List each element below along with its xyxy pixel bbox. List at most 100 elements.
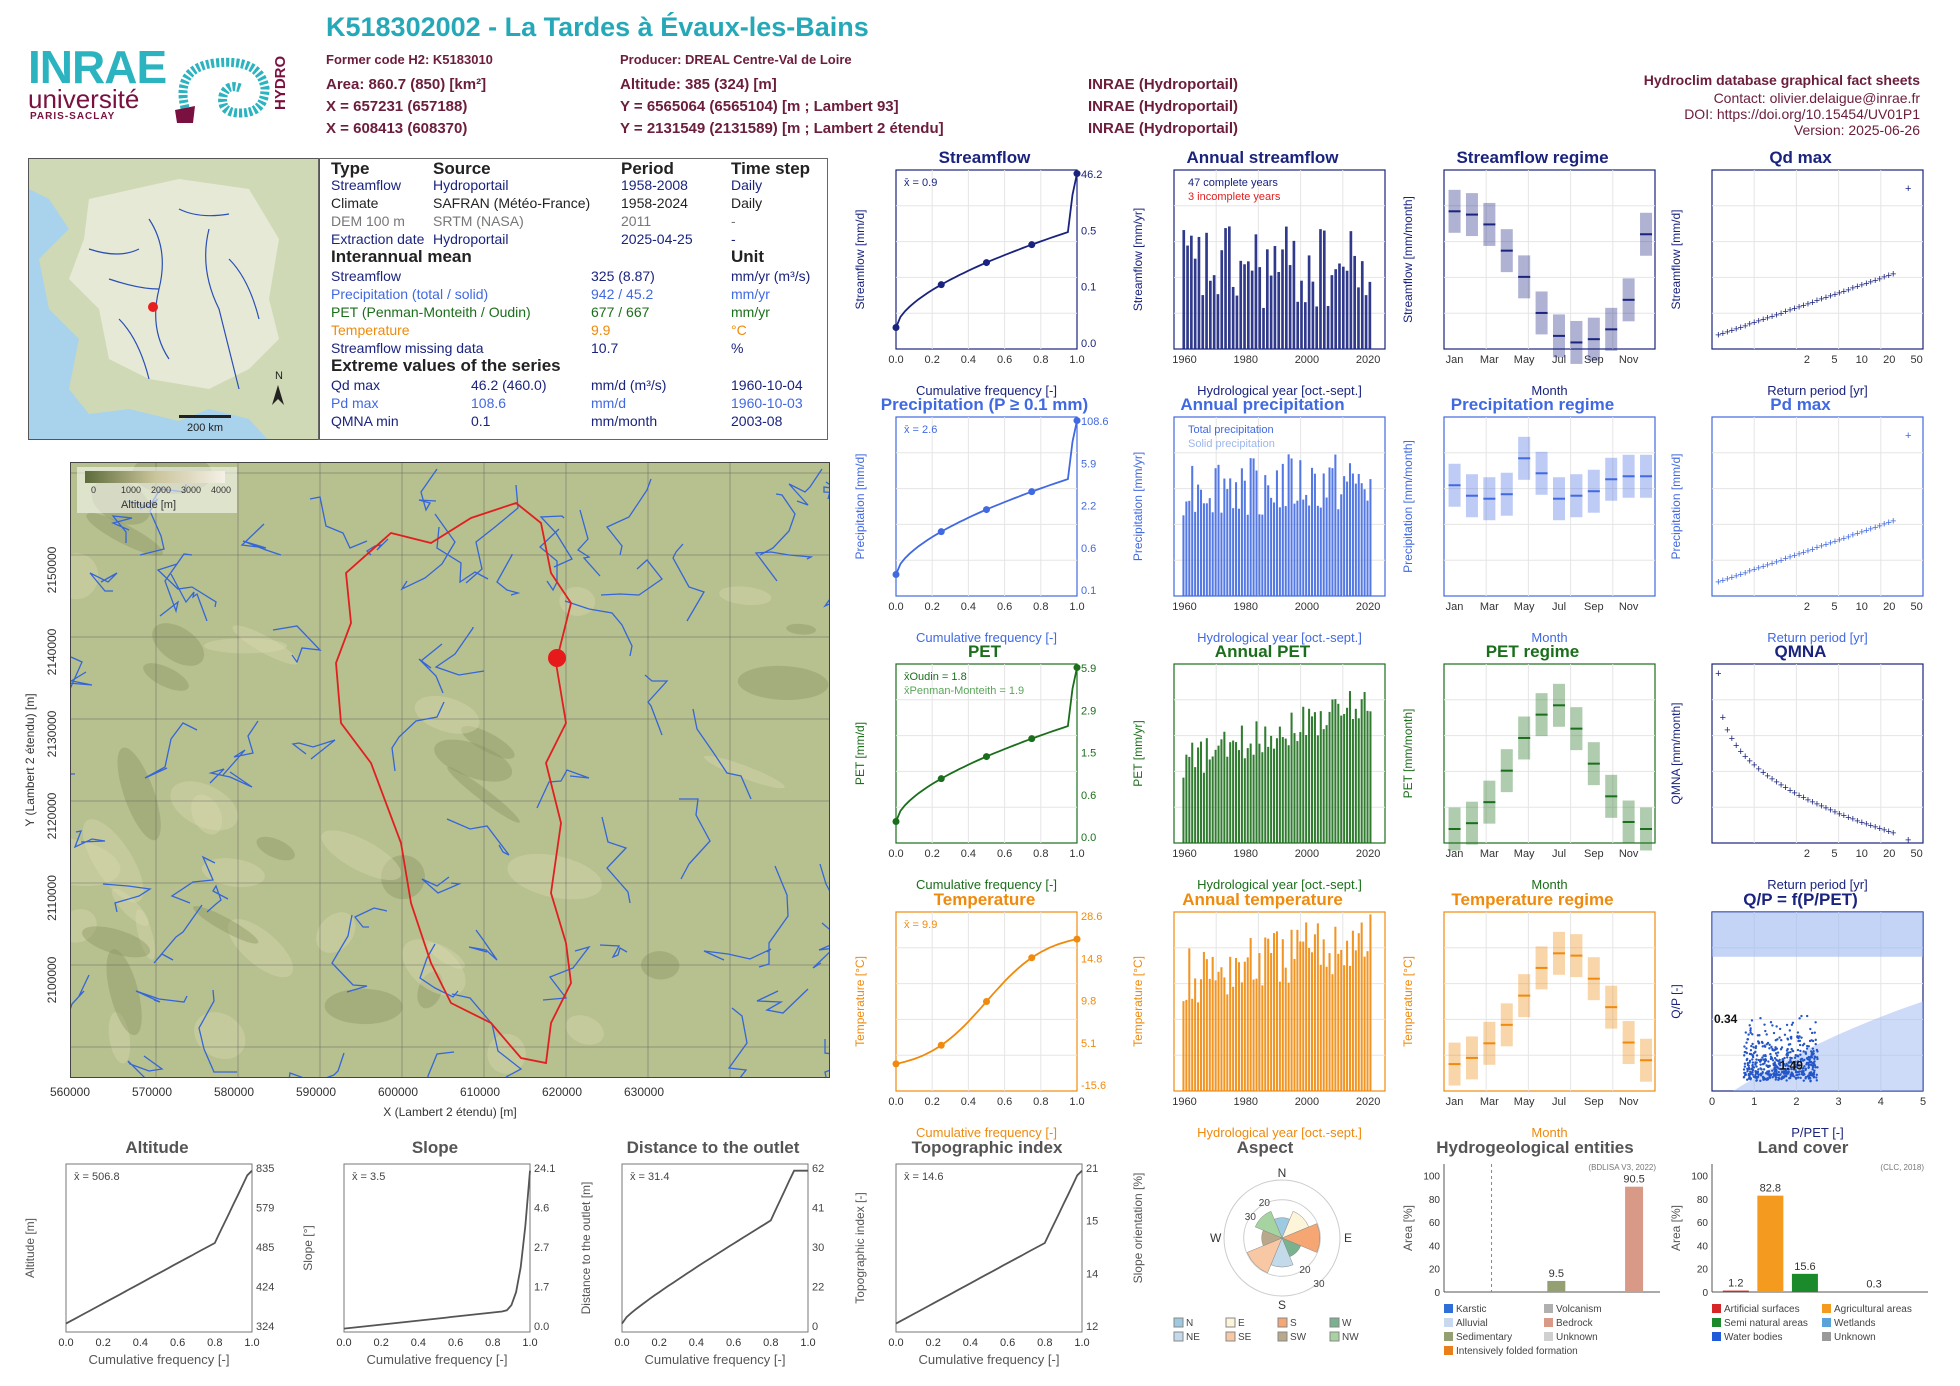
right-axis-value: 62 xyxy=(812,1163,824,1175)
aspect-sector xyxy=(1254,1210,1283,1239)
river xyxy=(421,876,462,894)
bottom-panel-title: Aspect xyxy=(1236,1138,1294,1157)
extreme-value: 0.1 xyxy=(471,413,491,429)
qp-point xyxy=(1813,1060,1816,1063)
qp-point xyxy=(1799,1049,1802,1053)
hydrogeo-legend-swatch xyxy=(1444,1304,1453,1313)
qp-point xyxy=(1798,1035,1801,1038)
x-tick: 2020 xyxy=(1356,354,1380,366)
bottom-panel-title: Distance to the outlet xyxy=(626,1138,800,1157)
annual-bar xyxy=(1235,295,1239,349)
return-point: + xyxy=(1746,755,1752,767)
return-point: + xyxy=(1760,561,1766,573)
aspect-dir: S xyxy=(1278,1298,1286,1312)
panel-title: PET xyxy=(967,642,1002,661)
x-tick: Sep xyxy=(1584,1096,1604,1108)
x-tick: 0.2 xyxy=(926,1337,941,1349)
qp-point xyxy=(1784,1075,1788,1078)
x-axis-label: Cumulative frequency [-] xyxy=(919,1352,1060,1367)
info-row-type: DEM 100 m xyxy=(331,213,405,229)
hydrogeo-bar xyxy=(1625,1186,1644,1292)
river xyxy=(605,478,652,556)
legend-entry-2: Solid precipitation xyxy=(1188,438,1275,450)
limit-zone xyxy=(1712,912,1923,957)
qp-point xyxy=(1744,1071,1747,1075)
panel-chart: Hydrological year [oct.-sept.] Streamflow… xyxy=(1131,169,1386,398)
right-axis-value: 0.5 xyxy=(1081,225,1096,237)
river xyxy=(71,671,93,686)
plot-frame xyxy=(1711,416,1924,597)
return-point: + xyxy=(1885,517,1891,529)
annual-bar xyxy=(1310,467,1314,596)
qp-point xyxy=(1772,1074,1776,1077)
river xyxy=(198,989,237,1073)
quantile-point xyxy=(1073,935,1081,943)
x-tick: 0.6 xyxy=(997,848,1012,860)
annual-bar xyxy=(1246,957,1249,1091)
x-tick: 0.4 xyxy=(411,1337,426,1349)
annual-bar xyxy=(1270,952,1273,1091)
qp-point xyxy=(1767,1071,1770,1075)
annual-bar xyxy=(1328,711,1331,843)
info-row-type: Extraction date xyxy=(331,231,425,247)
return-point: + xyxy=(1746,566,1752,578)
terrain-shade xyxy=(447,766,520,823)
annual-bar xyxy=(1211,512,1214,596)
qp-point xyxy=(1759,1072,1762,1075)
return-point: + xyxy=(1809,797,1815,809)
qp-point xyxy=(1763,1045,1767,1048)
hydrogeo-legend-label: Alluvial xyxy=(1456,1318,1488,1329)
annual-bar xyxy=(1194,767,1197,843)
mean-annotation: x̄ = 9.9 xyxy=(904,919,937,931)
x-tick: 0.8 xyxy=(1033,354,1048,366)
annual-bar xyxy=(1267,938,1270,1091)
qp-point xyxy=(1781,1067,1785,1071)
annual-bar xyxy=(1217,745,1220,843)
terrain-shade xyxy=(256,836,295,861)
contact[interactable]: Contact: olivier.delaigue@inrae.fr xyxy=(1713,90,1920,106)
qp-point xyxy=(1765,1043,1768,1046)
return-point: + xyxy=(1827,538,1833,550)
panel-precipitation-regime: Precipitation regime Month Precipitation [… xyxy=(1400,395,1665,645)
x-tick: 2020 xyxy=(1356,1096,1380,1108)
landcover-legend-swatch xyxy=(1712,1304,1721,1313)
doi-link[interactable]: DOI: https://doi.org/10.15454/UV01P1 xyxy=(1684,106,1920,122)
return-point: + xyxy=(1778,555,1784,567)
x-tick: 1 xyxy=(1751,1096,1757,1108)
plot-frame xyxy=(895,1163,1083,1333)
qp-point xyxy=(1759,1016,1762,1020)
x-tick: 0.4 xyxy=(133,1337,148,1349)
qp-point xyxy=(1757,1058,1761,1062)
return-point: + xyxy=(1715,330,1721,342)
annual-bar xyxy=(1246,514,1249,596)
annual-bar xyxy=(1290,712,1293,843)
terrain-shade xyxy=(152,623,205,666)
terrain-shade xyxy=(201,858,265,887)
annual-bar xyxy=(1191,742,1194,843)
paris-saclay-logo: PARIS-SACLAY xyxy=(30,111,116,122)
return-point: + xyxy=(1805,794,1811,806)
y-tick: 80 xyxy=(1429,1195,1441,1206)
return-point: + xyxy=(1827,291,1833,303)
qp-point xyxy=(1798,1073,1801,1076)
annual-bar xyxy=(1302,941,1305,1091)
info-row-step: Daily xyxy=(731,195,763,211)
x-tick: Mar xyxy=(1480,354,1499,366)
x-tick: 1960 xyxy=(1172,354,1196,366)
qp-point xyxy=(1799,1060,1803,1063)
y-axis-label: PET [mm/month] xyxy=(1401,709,1415,799)
return-point: + xyxy=(1881,825,1887,837)
landcover-legend-label: Semi natural areas xyxy=(1724,1318,1808,1329)
return-point-max: + xyxy=(1905,183,1911,195)
qp-point xyxy=(1785,1062,1788,1066)
qp-point xyxy=(1812,1071,1816,1074)
terrain-shade xyxy=(194,1012,246,1060)
qp-point xyxy=(1790,1056,1793,1060)
qp-point xyxy=(1750,1044,1753,1048)
qp-point xyxy=(1785,1023,1789,1027)
qp-point xyxy=(1808,1072,1811,1075)
annual-bar xyxy=(1300,280,1303,349)
catchment-map: 0 1000 2000 3000 4000 Altitude [m] xyxy=(70,462,830,1078)
river xyxy=(71,974,90,1010)
annual-bar xyxy=(1337,703,1340,843)
